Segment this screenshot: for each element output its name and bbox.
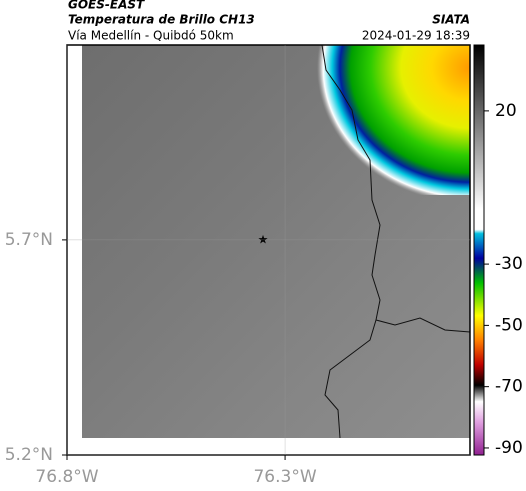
colorbar	[473, 44, 485, 456]
title: GOES-EAST	[68, 0, 145, 12]
colorbar-tick-label: -30	[495, 254, 523, 274]
lat-tick-label: 5.7°N	[5, 230, 53, 250]
lon-tick-label: 76.8°W	[35, 467, 98, 487]
cold-cloud	[300, 45, 470, 195]
colorbar-tick-label: -70	[495, 377, 523, 397]
city-marker: ★	[258, 233, 269, 247]
colorbar-tick-label: -90	[495, 438, 523, 458]
lon-tick-label: 76.3°W	[253, 467, 316, 487]
lat-tick-label: 5.2°N	[5, 445, 53, 465]
route: Vía Medellín - Quibdó 50km	[68, 29, 234, 43]
colorbar-tick-label: -50	[495, 315, 523, 335]
colorbar-tick-label: 20	[495, 101, 517, 121]
subtitle: Temperatura de Brillo CH13	[68, 13, 255, 27]
ticks: 5.7°N 5.2°N76.8°W 76.3°W 20 -30 -50 -70 -90	[5, 45, 523, 487]
source: SIATA	[432, 13, 470, 27]
timestamp: 2024-01-29 18:39	[362, 29, 470, 43]
